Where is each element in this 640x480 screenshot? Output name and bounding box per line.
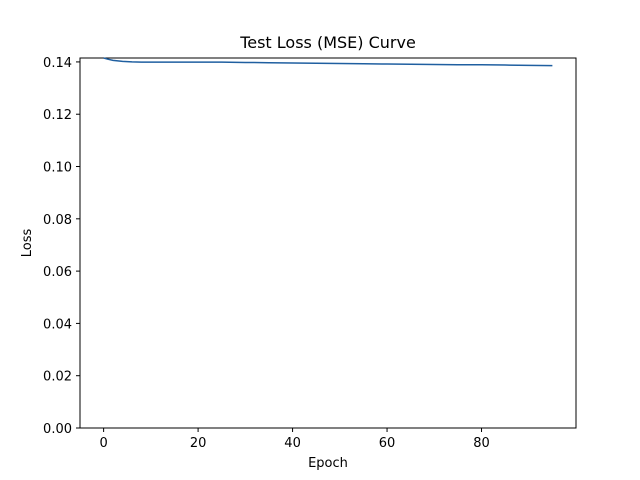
y-tick-label: 0.12 bbox=[43, 108, 72, 123]
x-tick-label: 0 bbox=[99, 436, 107, 451]
x-tick-label: 60 bbox=[379, 436, 396, 451]
x-tick-label: 40 bbox=[284, 436, 301, 451]
y-axis: 0.00 0.02 0.04 0.06 0.08 0.10 0.12 0.14 bbox=[43, 56, 80, 437]
y-tick-label: 0.14 bbox=[43, 56, 72, 71]
loss-series-line bbox=[103, 57, 553, 67]
chart-title: Test Loss (MSE) Curve bbox=[239, 33, 416, 52]
x-axis: 0 20 40 60 80 bbox=[99, 428, 490, 451]
x-tick-label: 20 bbox=[190, 436, 207, 451]
plot-area-frame bbox=[79, 57, 577, 429]
series-group bbox=[103, 57, 553, 67]
y-tick-label: 0.00 bbox=[43, 422, 72, 437]
y-tick-label: 0.04 bbox=[43, 317, 72, 332]
y-tick-label: 0.10 bbox=[43, 161, 72, 176]
y-axis-label: Loss bbox=[20, 229, 35, 258]
y-tick-label: 0.02 bbox=[43, 370, 72, 385]
x-tick-label: 80 bbox=[473, 436, 490, 451]
y-tick-label: 0.06 bbox=[43, 265, 72, 280]
x-axis-label: Epoch bbox=[308, 456, 348, 471]
y-tick-label: 0.08 bbox=[43, 213, 72, 228]
